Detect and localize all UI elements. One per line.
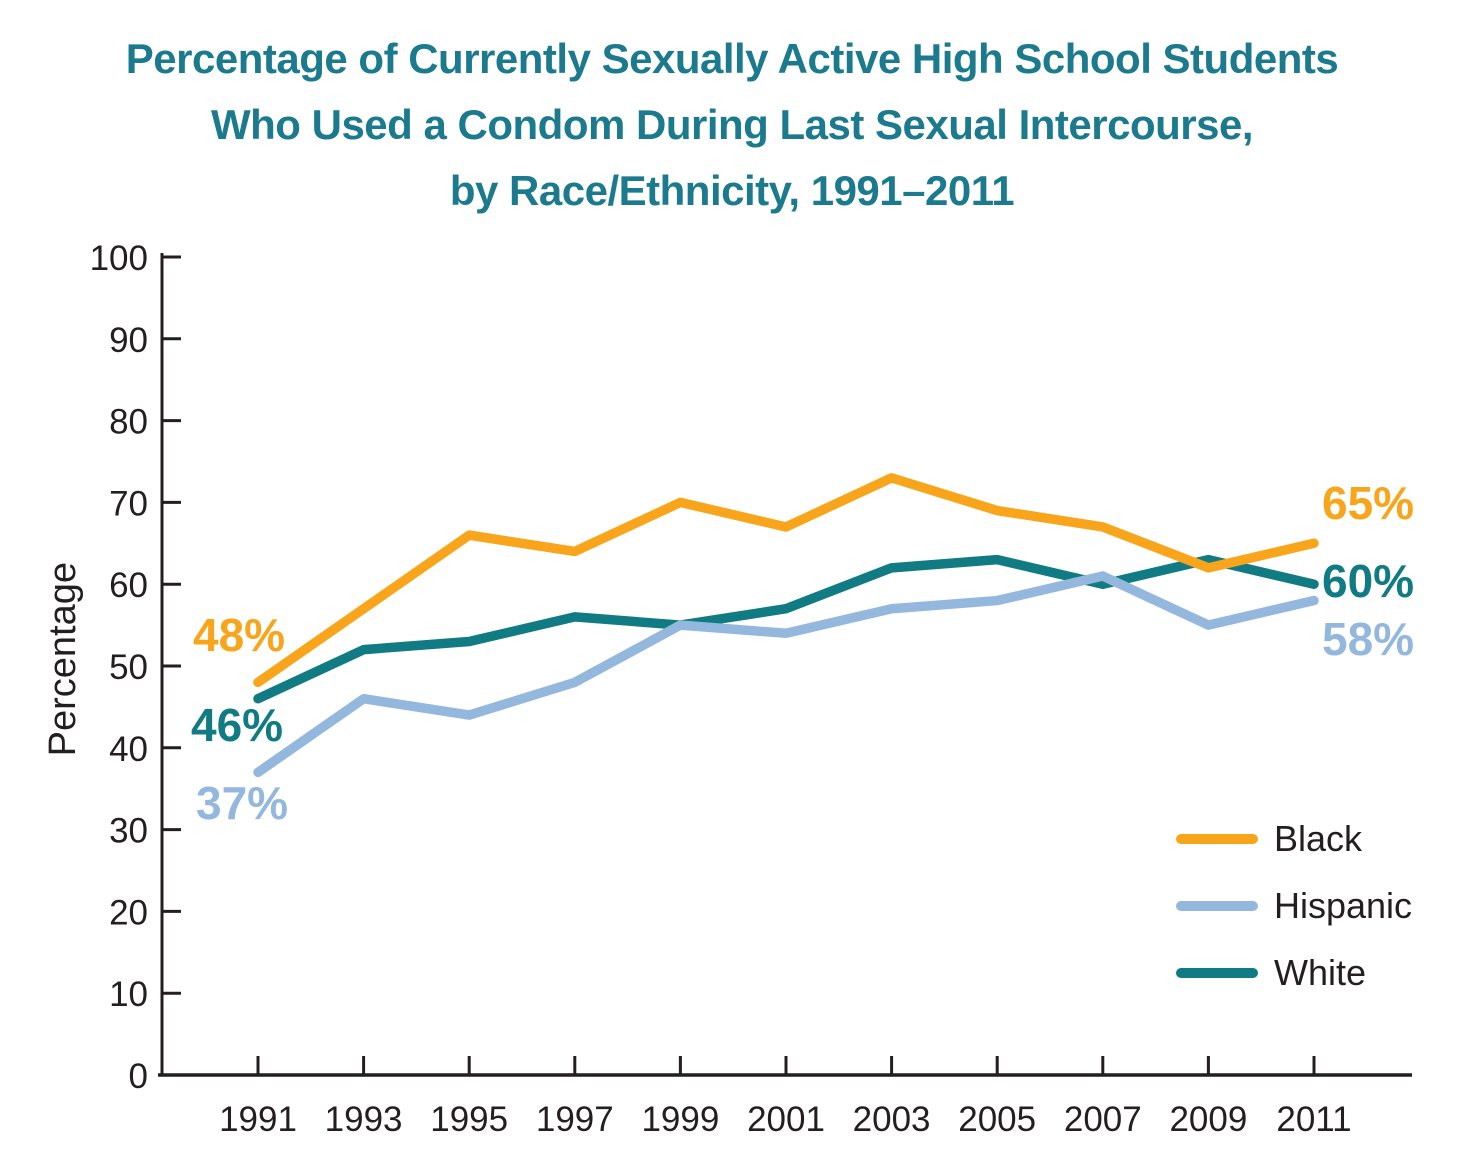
x-tick-label: 2001 xyxy=(747,1100,825,1139)
series-line-white xyxy=(253,554,1319,704)
x-tick-label: 1993 xyxy=(325,1100,403,1139)
y-tick-label: 0 xyxy=(129,1057,148,1096)
legend-label-black: Black xyxy=(1274,817,1363,859)
annotation-black-end: 65% xyxy=(1322,477,1415,529)
legend-label-white: White xyxy=(1274,951,1367,993)
series-line-hispanic xyxy=(253,571,1319,778)
chart-title-line-2: Who Used a Condom During Last Sexual Int… xyxy=(211,101,1254,148)
x-tick-label: 1997 xyxy=(536,1100,614,1139)
legend-item-white: White xyxy=(1176,950,1412,995)
x-tick-label: 1995 xyxy=(430,1100,508,1139)
y-tick-label: 80 xyxy=(109,403,148,442)
y-tick-label: 10 xyxy=(109,975,148,1014)
x-tick-label: 2009 xyxy=(1169,1100,1247,1139)
legend-swatch-hispanic xyxy=(1176,900,1258,911)
legend-swatch-white xyxy=(1176,967,1258,978)
chart-title-line-3: by Race/Ethnicity, 1991–2011 xyxy=(449,167,1015,214)
y-axis-title: Percentage xyxy=(42,562,84,757)
x-tick-label: 2005 xyxy=(958,1100,1036,1139)
legend-swatch-black xyxy=(1176,833,1258,844)
annotation-white-end: 60% xyxy=(1322,555,1415,607)
annotation-black-start: 48% xyxy=(193,609,286,661)
y-tick-label: 90 xyxy=(109,321,148,360)
annotation-hispanic-start: 37% xyxy=(196,777,289,829)
legend-item-hispanic: Hispanic xyxy=(1176,883,1412,928)
x-tick-label: 1991 xyxy=(219,1100,297,1139)
chart-title-line-1: Percentage of Currently Sexually Active … xyxy=(125,35,1339,82)
y-tick-label: 70 xyxy=(109,484,148,523)
y-tick-label: 40 xyxy=(109,730,148,769)
legend-item-black: Black xyxy=(1176,816,1412,861)
x-tick-label: 2007 xyxy=(1064,1100,1142,1139)
series-line-black xyxy=(253,473,1319,688)
x-tick-label: 2003 xyxy=(853,1100,931,1139)
annotation-white-start: 46% xyxy=(191,699,284,751)
x-tick-label: 2011 xyxy=(1276,1100,1351,1139)
annotation-hispanic-end: 58% xyxy=(1322,613,1415,665)
chart-title: Percentage of Currently Sexually Active … xyxy=(0,26,1464,224)
y-tick-label: 20 xyxy=(109,893,148,932)
legend-label-hispanic: Hispanic xyxy=(1274,884,1413,926)
y-tick-label: 30 xyxy=(109,812,148,851)
y-tick-label: 50 xyxy=(109,648,148,687)
y-tick-label: 60 xyxy=(109,566,148,605)
chart-legend: Black Hispanic White xyxy=(1176,816,1412,1017)
y-tick-label: 100 xyxy=(90,239,148,278)
x-tick-label: 1999 xyxy=(641,1100,719,1139)
